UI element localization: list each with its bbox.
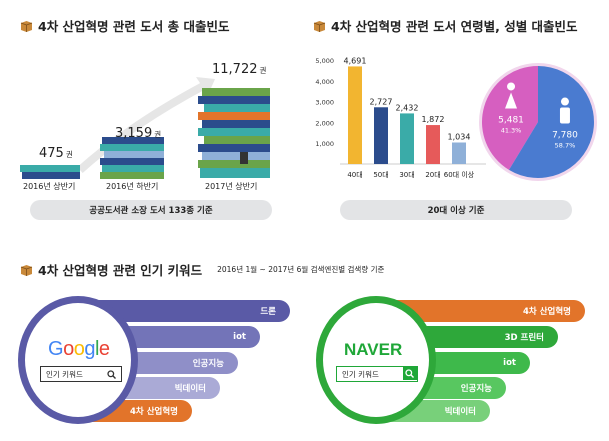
books-value-1: 475 권 [39, 146, 73, 161]
y-tick-label: 3,000 [315, 99, 334, 107]
book-stack-1 [20, 165, 80, 179]
box-icon [313, 20, 326, 32]
naver-search-box[interactable]: 인기 키워드 [336, 366, 418, 382]
bar [374, 107, 388, 164]
google-keyword-bar-1: 드론 [80, 300, 290, 322]
box-icon [20, 264, 33, 276]
age-gender-note: 20대 이상 기준 [340, 200, 572, 220]
category-label: 40대 [347, 171, 362, 179]
books-illustration [20, 77, 270, 179]
search-icon[interactable] [405, 369, 414, 378]
y-tick-label: 2,000 [315, 119, 334, 127]
y-tick-label: 4,000 [315, 78, 334, 86]
bar [426, 125, 440, 164]
naver-search-input[interactable]: 인기 키워드 [342, 369, 379, 379]
books-label-1: 2016년 상반기 [23, 182, 76, 191]
books-value-2: 3,159 권 [115, 126, 162, 141]
bar-value-label: 1,034 [448, 132, 471, 141]
age-bar-chart: 5,000 4,000 3,000 2,000 1,000 4,691 40대 2,727 50… [315, 56, 486, 179]
pie-slice [508, 66, 594, 178]
google-search-input[interactable]: 인기 키워드 [46, 369, 83, 379]
book-stack-3 [198, 88, 270, 178]
books-note: 공공도서관 소장 도서 133종 기준 [30, 200, 272, 220]
pie-value-label: 7,780 [552, 131, 578, 141]
google-search-box[interactable]: 인기 키워드 [40, 366, 122, 382]
bar [400, 113, 414, 164]
naver-logo: NAVER [344, 340, 403, 359]
naver-circle [316, 296, 436, 424]
book-stack-2 [100, 137, 164, 179]
category-label: 50대 [373, 171, 388, 179]
pie-slice [482, 66, 538, 170]
bar-value-label: 2,432 [396, 103, 419, 112]
female-icon [505, 82, 518, 109]
books-label-2: 2016년 하반기 [106, 182, 159, 191]
category-label: 20대 [425, 171, 440, 179]
naver-search-button[interactable] [403, 367, 417, 380]
male-icon [559, 97, 570, 124]
pie-percent-label: 58.7% [555, 142, 576, 150]
category-label: 30대 [399, 171, 414, 179]
pie-percent-label: 41.3% [501, 126, 522, 134]
category-label: 60대 이상 [444, 170, 475, 179]
y-tick-label: 1,000 [315, 140, 334, 148]
box-icon [20, 20, 33, 32]
bar-value-label: 2,727 [370, 97, 393, 106]
growth-arrow [77, 81, 207, 173]
pie-value-label: 5,481 [498, 115, 524, 125]
google-logo: Google [48, 338, 110, 360]
bar [348, 66, 362, 164]
books-label-3: 2017년 상반기 [205, 182, 258, 191]
search-icon[interactable] [107, 370, 116, 379]
google-circle [18, 296, 138, 424]
keywords-subtitle: 2016년 1월 ~ 2017년 6월 검색엔진별 검색량 기준 [217, 265, 385, 274]
books-total-title: 4차 산업혁명 관련 도서 총 대출빈도 [20, 16, 229, 35]
bar-value-label: 4,691 [344, 56, 367, 65]
naver-keyword-bar-1: 4차 산업혁명 [380, 300, 585, 322]
keywords-title: 4차 산업혁명 관련 인기 키워드 2016년 1월 ~ 2017년 6월 검색… [20, 260, 384, 279]
y-tick-label: 5,000 [315, 57, 334, 65]
bar-value-label: 1,872 [422, 115, 445, 124]
bar [452, 142, 466, 164]
arrow-head [196, 77, 215, 95]
books-value-3: 11,722 권 [212, 62, 267, 77]
age-gender-title: 4차 산업혁명 관련 도서 연령별, 성별 대출빈도 [313, 16, 578, 35]
